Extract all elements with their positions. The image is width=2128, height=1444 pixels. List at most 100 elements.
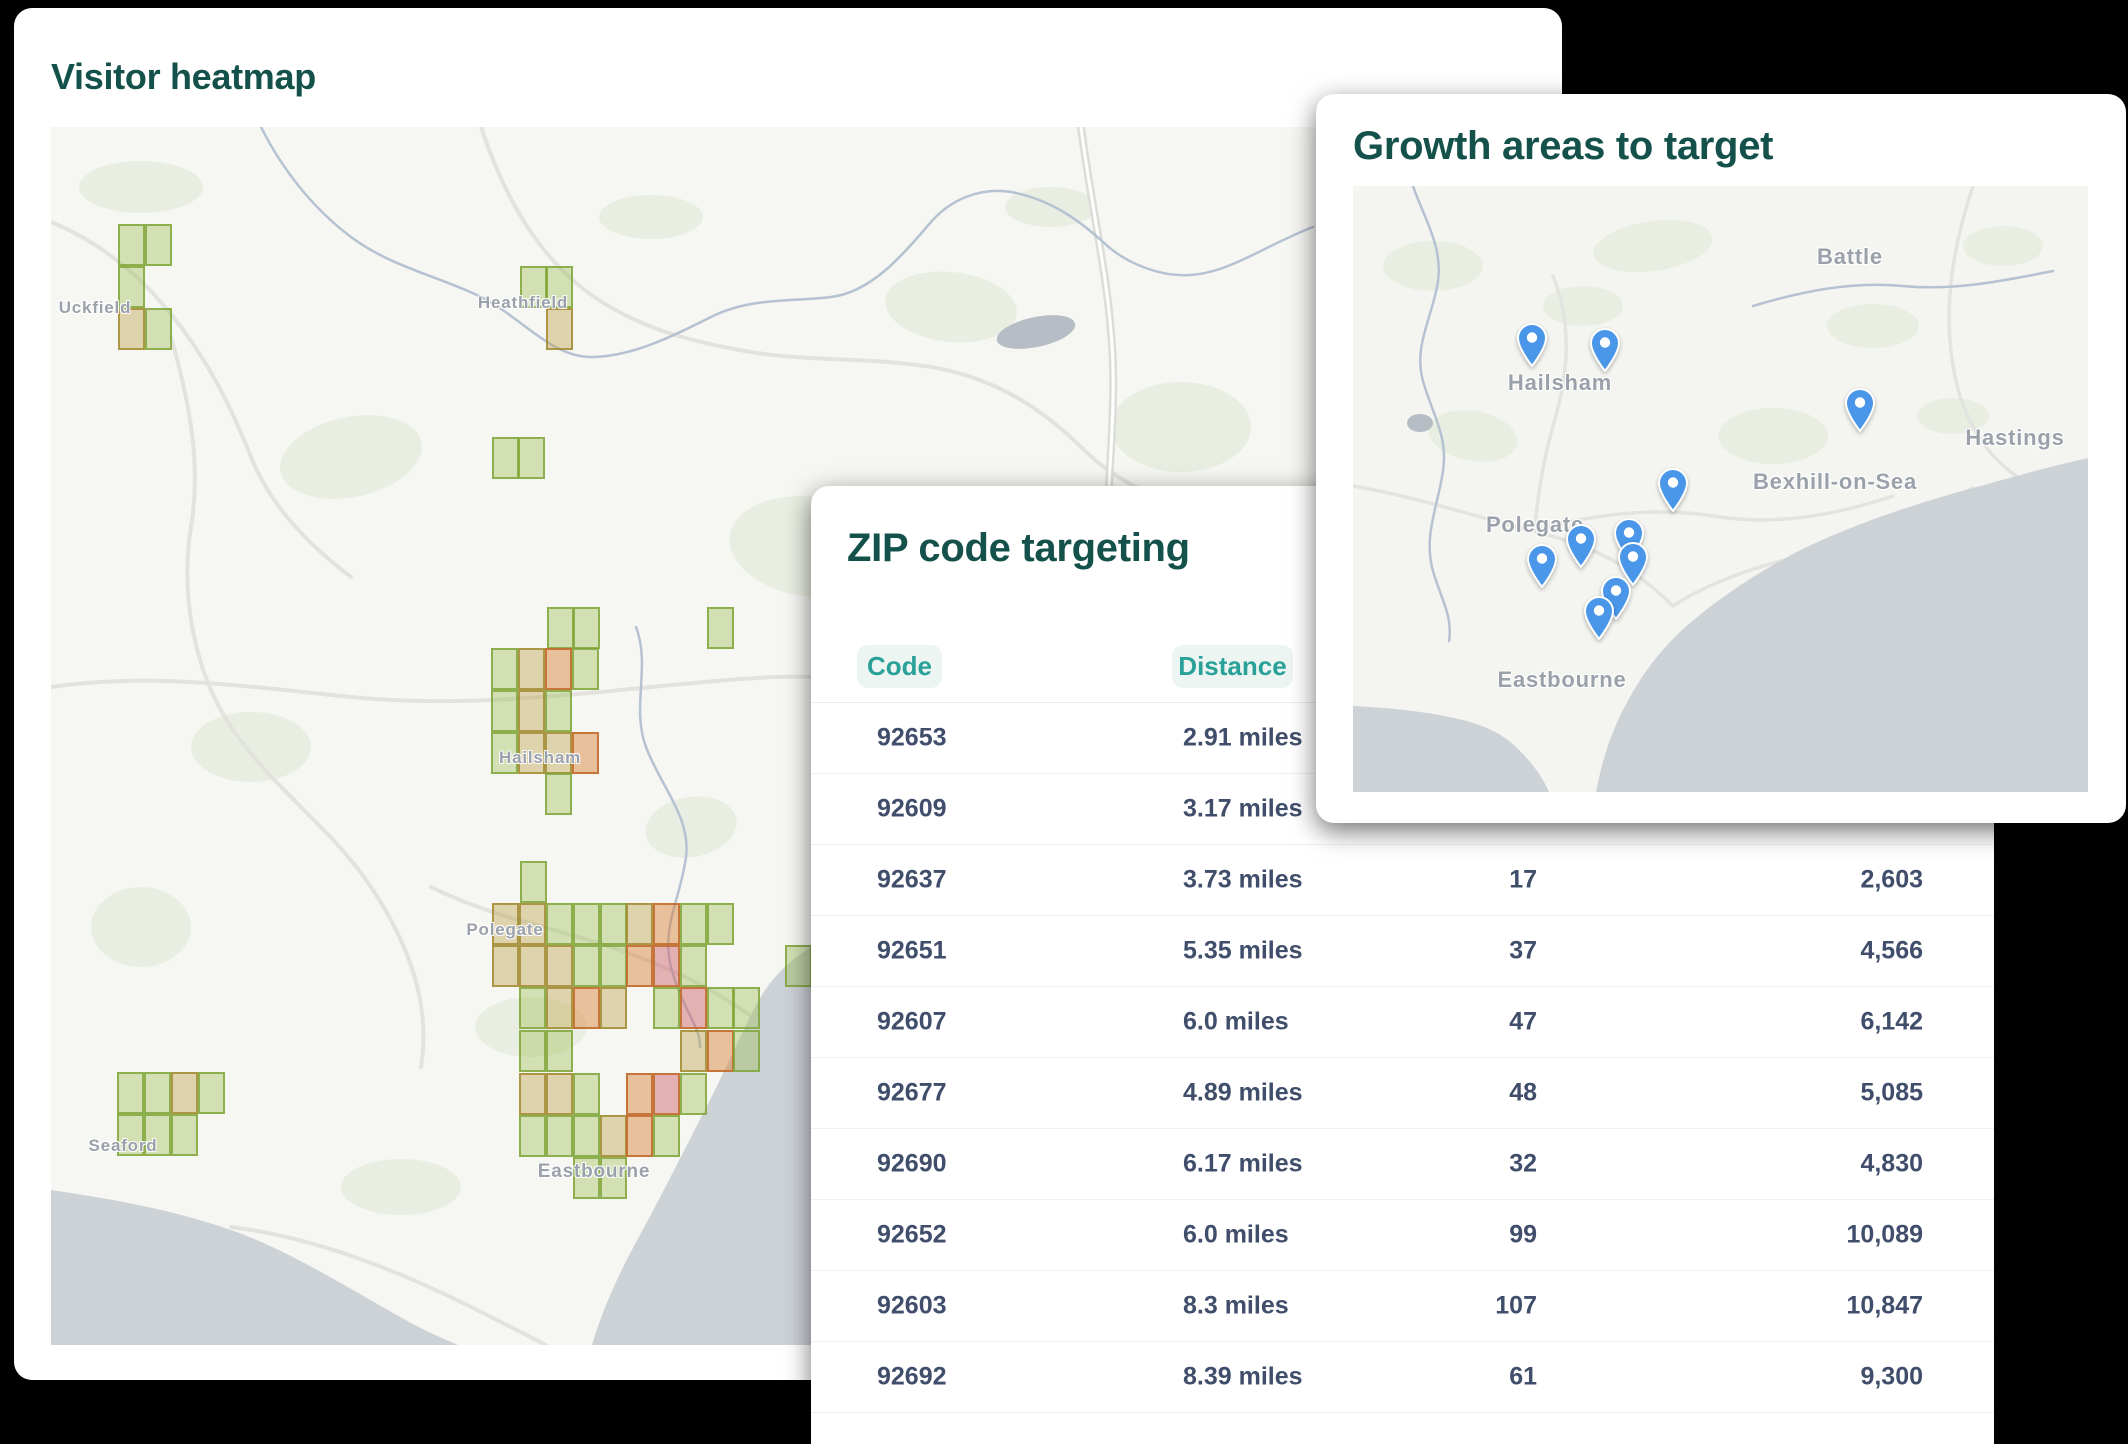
heatmap-cell: [492, 437, 519, 479]
heatmap-cell: [600, 903, 627, 945]
heatmap-cell: [572, 732, 599, 774]
map-pin-icon[interactable]: [1583, 595, 1615, 641]
map-city-label: Hastings: [1965, 425, 2065, 450]
heatmap-cell: [546, 945, 573, 987]
zip-col4-cell: 4,566: [1860, 936, 1923, 965]
zip-table: 92653 2.91 miles 92609 3.17 miles 92637 3.73 …: [811, 702, 1994, 1413]
zip-col4-cell: 10,847: [1846, 1291, 1923, 1320]
heatmap-cell: [117, 1114, 144, 1156]
heatmap-cell: [545, 690, 572, 732]
zip-distance-cell: 8.3 miles: [1183, 1291, 1289, 1320]
map-pin-icon[interactable]: [1844, 387, 1876, 433]
heatmap-cell: [653, 1073, 680, 1115]
map-pin-icon[interactable]: [1526, 543, 1558, 589]
table-row: 92609 3.17 miles: [811, 774, 1994, 845]
zip-code-cell: 92609: [877, 794, 947, 823]
growth-areas-card: Growth areas to target: [1316, 94, 2126, 823]
heatmap-cell: [626, 903, 653, 945]
zip-col4-cell: 5,085: [1860, 1078, 1923, 1107]
map-pin-icon[interactable]: [1565, 523, 1597, 569]
heatmap-cell: [144, 1114, 171, 1156]
zip-code-cell: 92651: [877, 936, 947, 965]
heatmap-cell: [144, 1072, 171, 1114]
heatmap-cell: [600, 1115, 627, 1157]
heatmap-cell: [117, 1072, 144, 1114]
zip-distance-cell: 2.91 miles: [1183, 723, 1303, 752]
map-city-label: Hailsham: [499, 748, 581, 767]
heatmap-cell: [545, 648, 572, 690]
heatmap-cell: [785, 945, 812, 987]
zip-col3-cell: 17: [1509, 865, 1537, 894]
heatmap-cell: [171, 1072, 198, 1114]
heatmap-cell: [546, 903, 573, 945]
heatmap-cell: [572, 648, 599, 690]
heatmap-cell: [573, 987, 600, 1029]
heatmap-cell: [546, 1073, 573, 1115]
heatmap-cell: [626, 945, 653, 987]
table-row: 92652 6.0 miles 99 10,089: [811, 1200, 1994, 1271]
heatmap-cell: [733, 1030, 760, 1072]
heatmap-cell: [519, 987, 546, 1029]
growth-card-title: Growth areas to target: [1353, 124, 1774, 168]
zip-distance-cell: 6.0 miles: [1183, 1007, 1289, 1036]
heatmap-cell: [653, 987, 680, 1029]
heatmap-cell: [680, 987, 707, 1029]
map-city-label: Uckfield: [58, 298, 132, 317]
zip-code-cell: 92690: [877, 1149, 947, 1178]
map-pin-icon[interactable]: [1657, 467, 1689, 513]
zip-distance-cell: 3.73 miles: [1183, 865, 1303, 894]
growth-basemap: [1353, 186, 2088, 792]
table-row: 92637 3.73 miles 17 2,603: [811, 845, 1994, 916]
heatmap-cell: [547, 607, 574, 649]
map-city-label: Eastbourne: [537, 1161, 651, 1182]
heatmap-cell: [118, 308, 145, 350]
zip-col4-cell: 10,089: [1846, 1220, 1923, 1249]
heatmap-cell: [518, 732, 545, 774]
heatmap-cell: [518, 648, 545, 690]
heatmap-cell: [680, 903, 707, 945]
map-city-label: Bexhill-on-Sea: [1752, 469, 1918, 494]
zip-code-cell: 92677: [877, 1078, 947, 1107]
map-pin-icon[interactable]: [1617, 541, 1649, 587]
heatmap-cell: [118, 224, 145, 266]
map-pin-icon[interactable]: [1516, 322, 1548, 368]
zip-col3-cell: 32: [1509, 1149, 1537, 1178]
map-pin-icon[interactable]: [1589, 327, 1621, 373]
table-row: 92607 6.0 miles 47 6,142: [811, 987, 1994, 1058]
map-city-label: Polegate: [1485, 512, 1585, 537]
zip-col3-cell: 61: [1509, 1362, 1537, 1391]
zip-col4-cell: 2,603: [1860, 865, 1923, 894]
heatmap-cell: [707, 903, 734, 945]
heatmap-cell: [519, 1115, 546, 1157]
heatmap-cell: [118, 266, 145, 308]
heatmap-cell: [573, 1157, 600, 1199]
heatmap-cell: [145, 224, 172, 266]
zip-distance-cell: 6.17 miles: [1183, 1149, 1303, 1178]
zip-distance-cell: 8.39 miles: [1183, 1362, 1303, 1391]
heatmap-cell: [546, 266, 573, 308]
map-city-label: Heathfield: [477, 293, 569, 312]
map-city-label: Hailsham: [1507, 370, 1613, 395]
heatmap-cell: [600, 987, 627, 1029]
growth-areas-map[interactable]: Battle Hailsham Hastings Bexhill-on-Sea Pole…: [1353, 186, 2088, 792]
heatmap-cell: [519, 945, 546, 987]
heatmap-cell: [518, 690, 545, 732]
visitor-heatmap-title: Visitor heatmap: [51, 56, 316, 97]
heatmap-cell: [492, 945, 519, 987]
heatmap-cell: [680, 1073, 707, 1115]
column-header-distance[interactable]: Distance: [1172, 645, 1293, 688]
heatmap-cell: [680, 945, 707, 987]
heatmap-cell: [707, 1030, 734, 1072]
heatmap-cell: [626, 1073, 653, 1115]
heatmap-cell: [171, 1114, 198, 1156]
column-header-code[interactable]: Code: [857, 645, 942, 688]
heatmap-cell: [573, 1073, 600, 1115]
map-city-label: Eastbourne: [1497, 667, 1627, 692]
zip-code-cell: 92692: [877, 1362, 947, 1391]
heatmap-cell: [546, 1115, 573, 1157]
heatmap-cell: [145, 308, 172, 350]
heatmap-cell: [707, 987, 734, 1029]
heatmap-cell: [546, 987, 573, 1029]
zip-col4-cell: 9,300: [1860, 1362, 1923, 1391]
zip-col4-cell: 6,142: [1860, 1007, 1923, 1036]
